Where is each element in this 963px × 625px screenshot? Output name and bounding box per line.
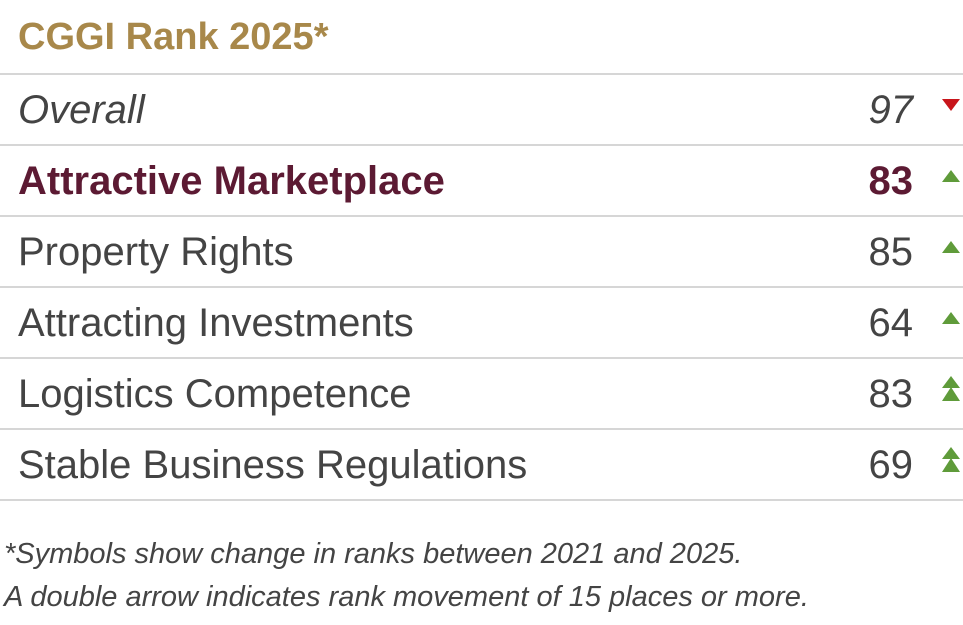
arrow-down xyxy=(942,99,960,111)
arrow-up xyxy=(942,241,960,253)
table-row: Stable Business Regulations 69 xyxy=(0,428,963,501)
row-rank: 85 xyxy=(868,230,914,274)
row-rank: 69 xyxy=(868,443,914,487)
footnote: A double arrow indicates rank movement o… xyxy=(4,581,809,613)
table-row: Logistics Competence 83 xyxy=(0,357,963,428)
row-label: Stable Business Regulations xyxy=(18,443,528,487)
title: CGGI Rank 2025* xyxy=(18,16,329,58)
table-row: Property Rights 85 xyxy=(0,215,963,286)
row-rank: 64 xyxy=(868,301,914,345)
row-label: Attractive Marketplace xyxy=(18,159,445,203)
arrow-up xyxy=(942,170,960,182)
arrow-double-up xyxy=(942,376,960,401)
arrow-double-up xyxy=(942,447,960,472)
table-row: Overall 97 xyxy=(0,73,963,144)
row-label: Overall xyxy=(18,88,145,132)
table-row: Attractive Marketplace 83 xyxy=(0,144,963,215)
row-label: Property Rights xyxy=(18,230,294,274)
row-rank: 97 xyxy=(868,88,914,132)
footnote: *Symbols show change in ranks between 20… xyxy=(4,538,743,570)
row-label: Logistics Competence xyxy=(18,372,412,416)
arrow-up xyxy=(942,312,960,324)
table-row: Attracting Investments 64 xyxy=(0,286,963,357)
row-rank: 83 xyxy=(868,159,914,203)
row-label: Attracting Investments xyxy=(18,301,414,345)
rank-table: Overall 97 Attractive Marketplace 83 Pro… xyxy=(0,73,963,501)
row-rank: 83 xyxy=(868,372,914,416)
